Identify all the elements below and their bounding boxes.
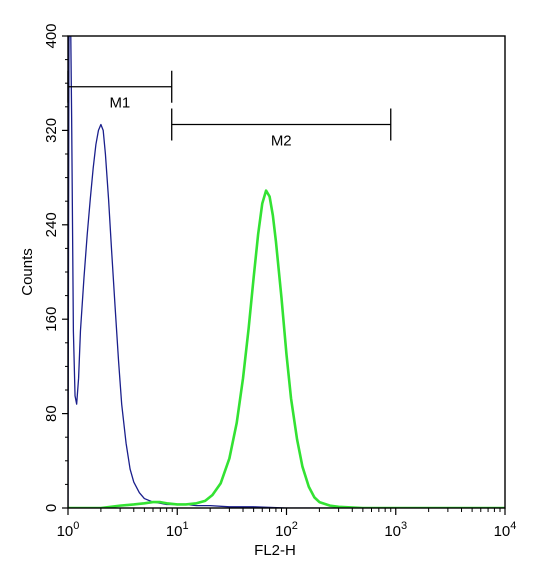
plot-frame bbox=[67, 35, 506, 509]
x-tick-label: 100 bbox=[57, 520, 80, 540]
marker-m1-label: M1 bbox=[109, 95, 130, 112]
axes-layer: 0 80 160 240 320 400 100 101 102 103 104 bbox=[43, 23, 516, 540]
x-tick-label: 102 bbox=[275, 520, 298, 540]
y-tick-label: 0 bbox=[43, 504, 60, 512]
series-1-line bbox=[68, 36, 505, 508]
series-layer bbox=[68, 36, 505, 508]
y-tick-label: 160 bbox=[43, 307, 60, 332]
x-tick-label: 104 bbox=[494, 520, 517, 540]
marker-m2-label: M2 bbox=[271, 133, 292, 150]
x-tick-label: 101 bbox=[166, 520, 189, 540]
y-tick-label: 240 bbox=[43, 212, 60, 237]
x-tick-label: 103 bbox=[384, 520, 407, 540]
y-tick-label: 320 bbox=[43, 118, 60, 143]
series-2-line bbox=[68, 189, 505, 508]
y-axis-label: Counts bbox=[19, 248, 36, 296]
x-axis-label: FL2-H bbox=[254, 542, 296, 559]
marker-layer: M1 M2 bbox=[67, 70, 392, 150]
y-tick-label: 400 bbox=[43, 23, 60, 48]
y-tick-label: 80 bbox=[43, 405, 60, 422]
